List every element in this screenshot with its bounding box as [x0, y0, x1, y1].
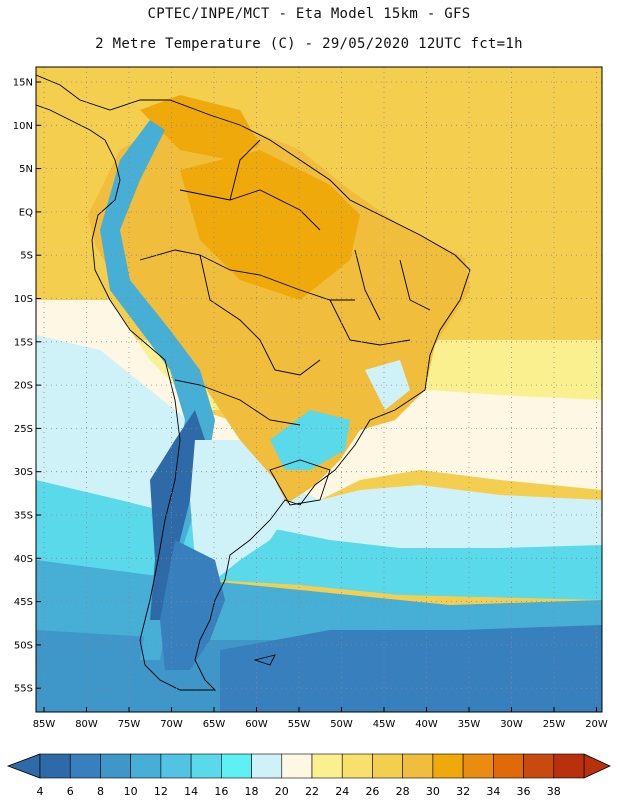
map-title: CPTEC/INPE/MCT - Eta Model 15km - GFS [147, 6, 471, 22]
colorbar: 4 6 8 10 12 14 16 18 20 22 24 26 28 30 32 34 36 38 [6, 753, 611, 798]
lat-tick-label: 20S [14, 381, 33, 392]
lon-tick-label: 60W [245, 719, 268, 730]
map-subtitle: 2 Metre Temperature (C) - 29/05/2020 12U… [95, 36, 523, 52]
lon-tick-label: 50W [330, 719, 353, 730]
lat-tick-label: 55S [14, 684, 33, 695]
lon-tick-label: 80W [75, 719, 98, 730]
colorbar-label: 22 [305, 785, 319, 798]
patagonia-cold-region [160, 540, 225, 670]
latitude-axis: 15N 10N 5N EQ 5S 10S 15S 20S 25S 30S 35S 40S 45S 50S 5… [13, 78, 41, 695]
lat-tick-label: 50S [14, 640, 33, 651]
colorbar-cell [160, 753, 192, 779]
colorbar-label: 18 [245, 785, 259, 798]
lat-tick-label: 10S [14, 294, 33, 305]
colorbar-label: 10 [124, 785, 138, 798]
colorbar-cell [190, 753, 222, 779]
colorbar-cell [402, 753, 434, 779]
colorbar-label: 14 [184, 785, 198, 798]
lat-tick-label: 15S [14, 337, 33, 348]
north-hot-region [140, 95, 260, 160]
lat-tick-label: 30S [14, 467, 33, 478]
colorbar-cell [69, 753, 101, 779]
colorbar-cell [553, 753, 585, 779]
colorbar-cell [462, 753, 494, 779]
colorbar-label: 34 [486, 785, 500, 798]
lon-tick-label: 25W [543, 719, 566, 730]
lon-tick-label: 75W [118, 719, 141, 730]
colorbar-label: 20 [275, 785, 289, 798]
lon-tick-label: 30W [500, 719, 523, 730]
lon-tick-label: 70W [160, 719, 183, 730]
colorbar-cell [221, 753, 252, 779]
colorbar-label: 36 [517, 785, 531, 798]
colorbar-cell [281, 753, 313, 779]
ocean-mild-band [36, 300, 602, 500]
lat-tick-label: 35S [14, 511, 33, 522]
lat-tick-label: EQ [19, 207, 33, 218]
map-frame [35, 66, 603, 713]
lat-tick-label: 40S [14, 554, 33, 565]
colorbar-cell [100, 753, 131, 779]
colorbar-cell [372, 753, 403, 779]
colorbar-cell [341, 753, 373, 779]
colorbar-label: 24 [335, 785, 349, 798]
lon-tick-label: 40W [415, 719, 438, 730]
andes-cold-spine [100, 120, 215, 660]
colorbar-cell [130, 753, 162, 779]
ocean-southern-band [220, 625, 602, 712]
colorbar-cell [432, 753, 464, 779]
highland-cool-region [365, 360, 410, 410]
coastline-and-borders [36, 74, 471, 691]
colorbar-label: 32 [456, 785, 470, 798]
amazon-hot-region [180, 150, 360, 300]
colorbar-low-arrow [6, 753, 41, 779]
andes-coldest-spine [150, 410, 205, 620]
lon-tick-label: 85W [33, 719, 56, 730]
longitude-axis: 85W 80W 75W 70W 65W 60W 55W 50W 45W 40W 35W 30W 25W 2… [33, 707, 608, 730]
colorbar-label: 30 [426, 785, 440, 798]
lon-tick-label: 45W [373, 719, 396, 730]
colorbar-cell [251, 753, 283, 779]
south-cool-region [190, 440, 290, 580]
colorbar-cell [493, 753, 524, 779]
lon-tick-label: 55W [288, 719, 311, 730]
colorbar-label: 6 [67, 785, 74, 798]
lon-tick-label: 20W [585, 719, 608, 730]
lat-tick-label: 5N [19, 164, 33, 175]
colorbar-label: 4 [37, 785, 44, 798]
continent-warm-interior [88, 118, 470, 505]
colorbar-label: 38 [547, 785, 561, 798]
colorbar-label: 8 [97, 785, 104, 798]
lon-tick-label: 65W [203, 719, 226, 730]
lat-tick-label: 5S [20, 251, 33, 262]
colorbar-high-arrow [583, 753, 611, 779]
colorbar-label: 28 [396, 785, 410, 798]
colorbar-label: 26 [365, 785, 379, 798]
colorbar-cell [311, 753, 343, 779]
colorbar-cell [523, 753, 555, 779]
lat-tick-label: 25S [14, 424, 33, 435]
lat-tick-label: 10N [13, 121, 33, 132]
map-plot-area [36, 67, 602, 712]
lat-tick-label: 15N [13, 78, 33, 89]
colorbar-cell [39, 753, 71, 779]
colorbar-label: 12 [154, 785, 168, 798]
colorbar-label: 16 [214, 785, 228, 798]
lon-tick-label: 35W [458, 719, 481, 730]
lat-tick-label: 45S [14, 597, 33, 608]
southeast-cool-region [270, 410, 350, 470]
